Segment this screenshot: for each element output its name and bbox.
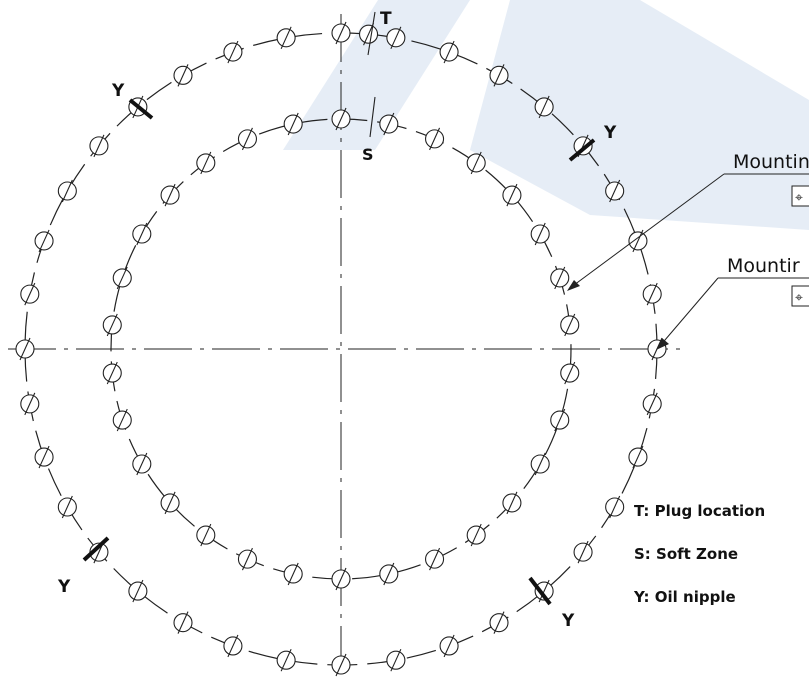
outer-hole — [628, 445, 648, 469]
inner-hole — [102, 361, 122, 385]
outer-hole — [173, 64, 193, 87]
outer-hole — [331, 653, 351, 677]
inner-hole — [132, 452, 152, 476]
inner-hole — [112, 408, 132, 432]
inner-hole — [466, 523, 486, 547]
oil-nipple-label-bottom-left: Y — [57, 577, 71, 597]
inner-hole — [466, 151, 486, 175]
plug-hole — [358, 22, 379, 46]
outer-hole — [89, 134, 109, 158]
soft-zone-label: S — [362, 145, 374, 164]
oil-nipple-bar-bottom-right — [528, 576, 552, 606]
outer-hole — [439, 40, 459, 64]
outer-hole — [534, 579, 554, 603]
outer-hole — [57, 179, 77, 203]
inner-hole — [196, 523, 216, 547]
inner-hole — [237, 547, 258, 571]
outer-hole — [605, 495, 625, 519]
inner-hole — [331, 107, 351, 131]
legend: T: Plug location S: Soft Zone Y: Oil nip… — [633, 502, 765, 606]
oil-nipple-bar-top-right — [568, 138, 596, 162]
callout-inner-text: Mountin — [733, 151, 809, 173]
outer-hole — [34, 445, 54, 469]
outer-hole — [276, 648, 296, 672]
outer-hole — [223, 634, 243, 658]
inner-hole — [560, 361, 580, 385]
outer-hole — [628, 229, 648, 253]
callout-outer-mounting: Mountir ⌖ — [656, 255, 809, 350]
inner-hole — [112, 266, 132, 290]
outer-hole — [34, 229, 54, 253]
position-tolerance-icon: ⌖ — [795, 290, 803, 306]
outer-hole — [386, 26, 406, 50]
inner-hole — [424, 547, 445, 571]
outer-hole — [386, 648, 406, 672]
oil-nipple-bar-top-left — [128, 98, 154, 120]
outer-hole — [439, 634, 459, 658]
inner-hole — [502, 183, 522, 207]
inner-hole — [160, 491, 180, 515]
inner-hole — [424, 127, 445, 151]
outer-hole — [173, 611, 193, 634]
inner-hole — [379, 112, 399, 136]
inner-hole — [550, 408, 570, 432]
outer-hole — [489, 611, 509, 634]
watermark-logo — [283, 0, 809, 230]
outer-hole — [128, 579, 148, 603]
inner-hole — [331, 567, 351, 591]
outer-hole — [605, 179, 625, 203]
inner-hole — [283, 112, 303, 136]
outer-hole — [642, 392, 662, 416]
inner-hole — [237, 127, 258, 151]
outer-hole — [489, 64, 509, 87]
oil-nipple-label-bottom-right: Y — [561, 611, 575, 631]
outer-hole — [276, 26, 296, 50]
oil-nipple-label-top-right: Y — [603, 123, 617, 143]
outer-hole — [642, 282, 662, 306]
outer-hole — [331, 21, 351, 45]
inner-hole — [550, 266, 570, 290]
outer-hole — [57, 495, 77, 519]
plug-mark — [367, 11, 376, 56]
outer-hole — [15, 337, 35, 361]
soft-zone-mark — [369, 96, 376, 138]
inner-hole — [196, 151, 216, 175]
inner-hole — [283, 562, 303, 586]
inner-hole — [132, 222, 152, 246]
outer-hole — [223, 40, 243, 64]
inner-hole — [160, 183, 180, 207]
inner-hole — [102, 313, 122, 337]
plug-label: T — [380, 9, 392, 29]
legend-item-soft-zone: S: Soft Zone — [634, 545, 738, 563]
oil-nipple-label-top-left: Y — [111, 81, 125, 101]
callout-inner-mounting: Mountin ⌖ — [567, 151, 809, 291]
oil-nipple-bar-bottom-left — [82, 536, 110, 562]
inner-hole — [560, 313, 580, 337]
outer-hole — [534, 95, 554, 119]
inner-hole — [530, 452, 550, 476]
outer-hole — [20, 282, 40, 306]
callout-outer-text: Mountir — [727, 255, 800, 277]
inner-hole — [379, 562, 399, 586]
outer-hole — [573, 540, 593, 564]
outer-hole — [20, 392, 40, 416]
position-tolerance-icon: ⌖ — [795, 190, 803, 206]
inner-ring-holes — [102, 107, 580, 591]
legend-item-oil-nipple: Y: Oil nipple — [633, 588, 736, 606]
legend-item-plug: T: Plug location — [634, 502, 765, 520]
inner-hole — [530, 222, 550, 246]
inner-hole — [502, 491, 522, 515]
